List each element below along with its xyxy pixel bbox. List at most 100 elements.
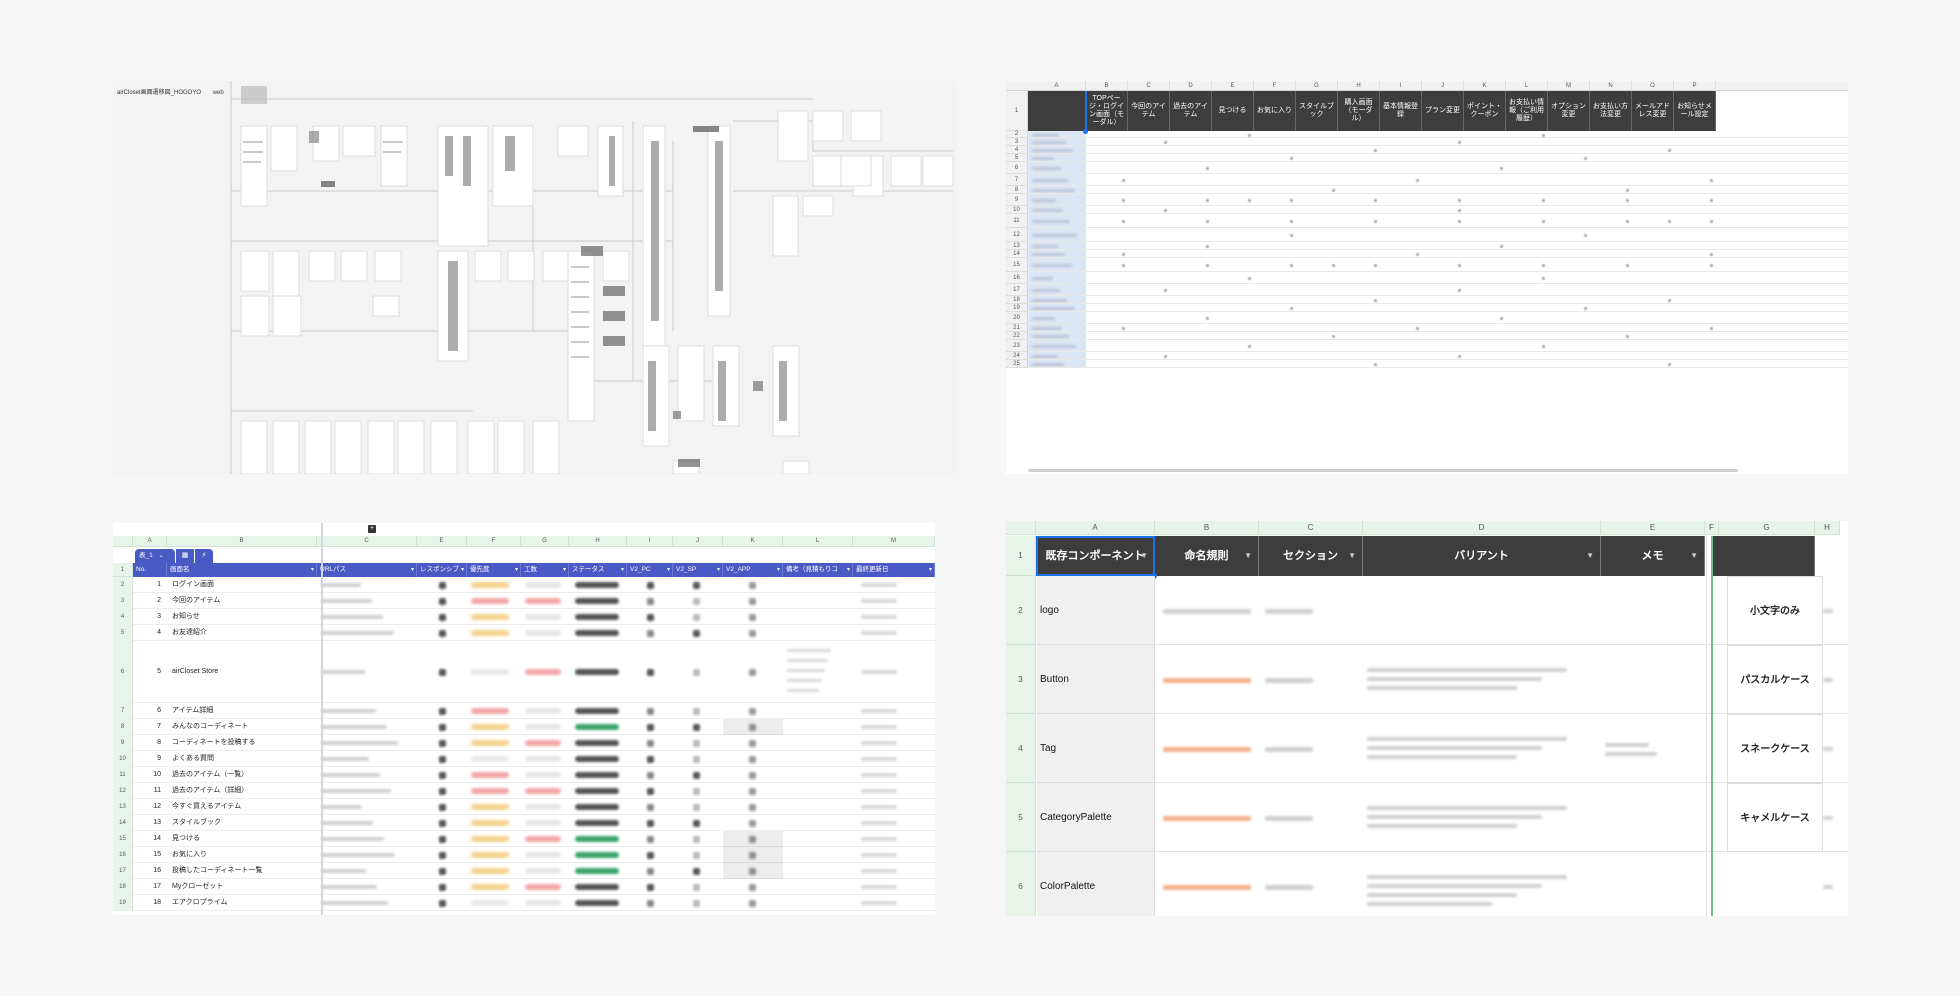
- matrix-row[interactable]: [1028, 332, 1848, 340]
- row-number[interactable]: 2: [1006, 576, 1036, 645]
- component-header-cell[interactable]: メモ ▼: [1601, 536, 1705, 576]
- column-letter-o[interactable]: O: [1632, 81, 1674, 91]
- table-row[interactable]: 6 5 airCloset Store: [113, 641, 935, 703]
- select-all-corner[interactable]: [113, 536, 133, 547]
- matrix-row[interactable]: [1028, 258, 1848, 272]
- column-letter-g[interactable]: G: [1719, 521, 1815, 535]
- row-number[interactable]: 22: [1006, 332, 1028, 340]
- row-number[interactable]: 11: [1006, 214, 1028, 228]
- table-header-cell[interactable]: URLパス ▾: [317, 563, 417, 577]
- column-letter-k[interactable]: K: [723, 536, 783, 547]
- row-number[interactable]: 25: [1006, 360, 1028, 368]
- naming-case-cell[interactable]: スネークケース: [1727, 714, 1823, 783]
- column-letter-c[interactable]: C: [1128, 81, 1170, 91]
- component-header-cell[interactable]: 既存コンポーネント ▼: [1036, 536, 1155, 576]
- filter-icon[interactable]: ▾: [716, 567, 720, 573]
- table-row[interactable]: 5 4 お友達紹介: [113, 625, 935, 641]
- row-number[interactable]: 21: [1006, 324, 1028, 332]
- column-letter-b[interactable]: B: [167, 536, 317, 547]
- component-header-cell[interactable]: セクション ▼: [1259, 536, 1363, 576]
- table-header-cell[interactable]: レスポンシブ ▾: [417, 563, 467, 577]
- naming-case-cell[interactable]: 小文字のみ: [1727, 576, 1823, 645]
- table-header-cell[interactable]: V2_SP ▾: [673, 563, 723, 577]
- filter-icon[interactable]: ▾: [846, 567, 850, 573]
- table-row[interactable]: 2 1 ログイン画面: [113, 577, 935, 593]
- matrix-header-cell[interactable]: お支払い方法変更: [1590, 91, 1632, 131]
- row-number[interactable]: 2: [1006, 131, 1028, 138]
- matrix-header-cell[interactable]: [1028, 91, 1086, 131]
- filter-icon[interactable]: ▾: [620, 567, 624, 573]
- table-row[interactable]: 9 8 コーディネートを投稿する: [113, 735, 935, 751]
- column-letter-m[interactable]: M: [853, 536, 935, 547]
- row-number[interactable]: 1: [1006, 91, 1028, 131]
- column-letter-h[interactable]: H: [569, 536, 627, 547]
- table-row[interactable]: 14 13 スタイルブック: [113, 815, 935, 831]
- filter-icon[interactable]: ▼: [1244, 551, 1252, 560]
- column-letter-p[interactable]: P: [1674, 81, 1716, 91]
- matrix-header-cell[interactable]: お支払い情報（ご利用履歴）: [1506, 91, 1548, 131]
- table-name-tab[interactable]: 表_1 ⌄: [135, 549, 175, 563]
- table-row[interactable]: 13 12 今すぐ買えるアイテム: [113, 799, 935, 815]
- table-row[interactable]: 12 11 過去のアイテム（詳細）: [113, 783, 935, 799]
- filter-icon[interactable]: ▼: [1586, 551, 1594, 560]
- row-number[interactable]: 3: [1006, 138, 1028, 146]
- matrix-row[interactable]: [1028, 272, 1848, 284]
- matrix-header-cell[interactable]: 過去のアイテム: [1170, 91, 1212, 131]
- column-letter-n[interactable]: N: [1590, 81, 1632, 91]
- table-header-cell[interactable]: V2_APP ▾: [723, 563, 783, 577]
- row-number[interactable]: 4: [1006, 714, 1036, 783]
- column-letter-g[interactable]: G: [1296, 81, 1338, 91]
- column-letter-c[interactable]: C: [1259, 521, 1363, 535]
- row-number[interactable]: 7: [1006, 174, 1028, 186]
- filter-icon[interactable]: ▾: [514, 567, 518, 573]
- row-number[interactable]: 4: [1006, 146, 1028, 154]
- row-number[interactable]: 6: [1006, 162, 1028, 174]
- matrix-row[interactable]: [1028, 242, 1848, 250]
- component-name-cell[interactable]: Tag: [1037, 714, 1155, 783]
- table-row[interactable]: 4 3 お知らせ: [113, 609, 935, 625]
- table-header-cell[interactable]: 画面名 ▾: [167, 563, 317, 577]
- row-number[interactable]: 9: [1006, 194, 1028, 206]
- matrix-row[interactable]: [1028, 162, 1848, 174]
- column-letter-h[interactable]: H: [1338, 81, 1380, 91]
- row-number[interactable]: 20: [1006, 312, 1028, 324]
- column-letter-g[interactable]: G: [521, 536, 569, 547]
- filter-icon[interactable]: ▾: [666, 567, 670, 573]
- row-number[interactable]: 23: [1006, 340, 1028, 352]
- component-row[interactable]: [1155, 783, 1848, 852]
- row-number[interactable]: 10: [1006, 206, 1028, 214]
- filter-icon[interactable]: ▾: [776, 567, 780, 573]
- filter-icon[interactable]: ▾: [562, 567, 566, 573]
- matrix-row[interactable]: [1028, 304, 1848, 312]
- row-number[interactable]: 19: [1006, 304, 1028, 312]
- matrix-row[interactable]: [1028, 312, 1848, 324]
- table-action-button[interactable]: ⚡: [195, 549, 213, 563]
- row-number[interactable]: 5: [1006, 154, 1028, 162]
- matrix-header-cell[interactable]: 基本情報登録: [1380, 91, 1422, 131]
- matrix-row[interactable]: [1028, 186, 1848, 194]
- matrix-header-cell[interactable]: 見つける: [1212, 91, 1254, 131]
- filter-icon[interactable]: ▾: [460, 567, 464, 573]
- matrix-row[interactable]: [1028, 138, 1848, 146]
- selected-cell-outline[interactable]: [1036, 536, 1155, 576]
- table-row[interactable]: 3 2 今回のアイテム: [113, 593, 935, 609]
- column-letter-l[interactable]: L: [1506, 81, 1548, 91]
- column-letter-j[interactable]: J: [1422, 81, 1464, 91]
- row-number[interactable]: 17: [1006, 284, 1028, 296]
- matrix-row[interactable]: [1028, 296, 1848, 304]
- matrix-row[interactable]: [1028, 206, 1848, 214]
- matrix-row[interactable]: [1028, 154, 1848, 162]
- row-number[interactable]: 14: [1006, 250, 1028, 258]
- row-number[interactable]: 3: [1006, 645, 1036, 714]
- row-number[interactable]: 24: [1006, 352, 1028, 360]
- table-row[interactable]: 15 14 見つける: [113, 831, 935, 847]
- table-row[interactable]: 7 6 アイテム詳細: [113, 703, 935, 719]
- row-number[interactable]: 15: [1006, 258, 1028, 272]
- filter-icon[interactable]: ▾: [410, 567, 414, 573]
- component-row[interactable]: [1155, 576, 1848, 645]
- table-header-cell[interactable]: 最終更新日 ▾: [853, 563, 935, 577]
- table-row[interactable]: 10 9 よくある質問: [113, 751, 935, 767]
- row-number[interactable]: 8: [1006, 186, 1028, 194]
- matrix-row[interactable]: [1028, 214, 1848, 228]
- matrix-header-cell[interactable]: お知らせメール設定: [1674, 91, 1716, 131]
